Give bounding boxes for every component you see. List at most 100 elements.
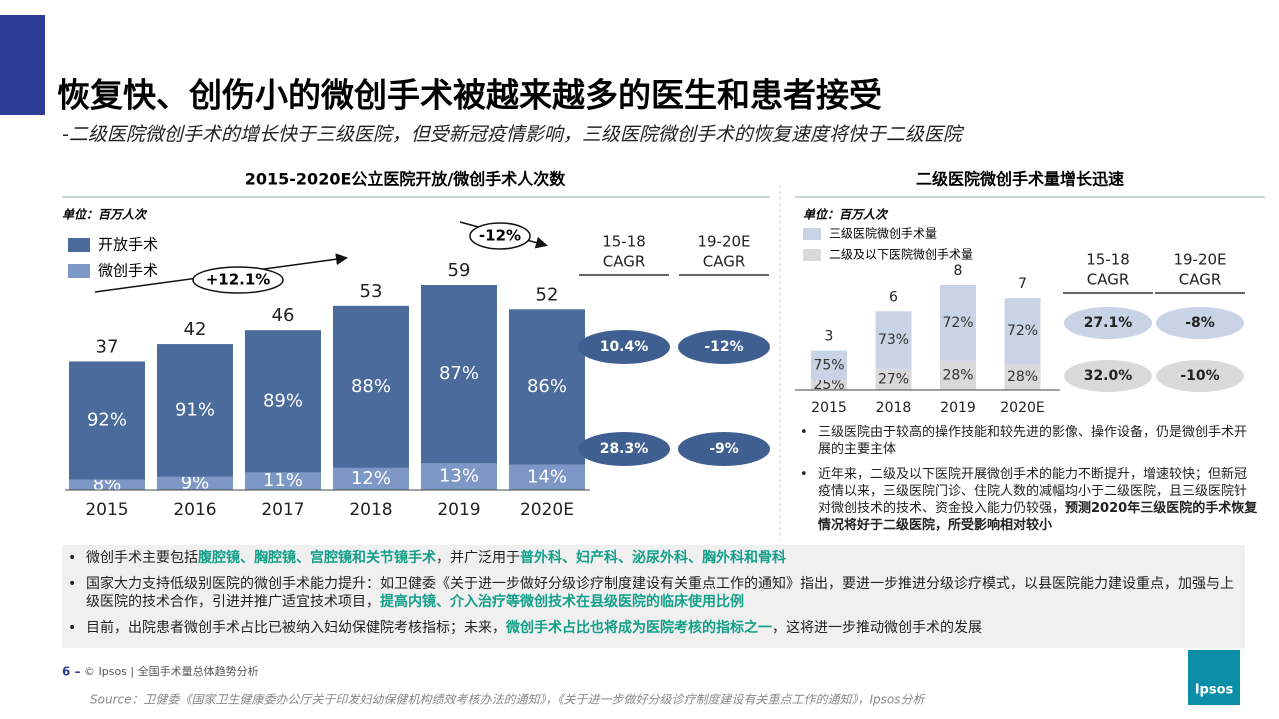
cagr-oval: [678, 432, 770, 466]
x-tick-label: 2018: [876, 400, 912, 416]
cagr-oval: [1156, 307, 1244, 339]
cagr-oval: [678, 330, 770, 364]
cagr-oval: [1064, 360, 1152, 392]
bar-segment: [875, 311, 912, 369]
right-notes: 三级医院由于较高的操作技能和较先进的影像、操作设备，仍是微创手术开展的主要主体近…: [800, 424, 1258, 542]
cagr-value: 32.0%: [1084, 368, 1133, 384]
segment-label: 89%: [263, 390, 303, 411]
legend-label: 三级医院微创手术量: [829, 227, 937, 241]
segment-label: 9%: [181, 472, 210, 493]
segment-label: 28%: [1007, 369, 1038, 385]
segment-label: 72%: [1007, 323, 1038, 339]
bullet-text: 提高内镜、介入治疗等微创技术在县级医院的临床使用比例: [380, 594, 744, 610]
cagr-oval: [1064, 307, 1152, 339]
bar-segment: [421, 285, 497, 464]
cagr-value: -12%: [704, 339, 743, 355]
bullet-text: 国家大力支持低级别医院的微创手术能力提升：如卫健委《关于进一步做好分级诊疗制度建…: [86, 576, 1234, 610]
bar-segment: [1004, 298, 1041, 365]
segment-label: 13%: [439, 466, 479, 487]
legend-swatch: [68, 264, 90, 278]
cagr-value: 10.4%: [600, 339, 649, 355]
total-label: 37: [96, 336, 119, 357]
bar-segment: [69, 361, 145, 480]
segment-label: 86%: [527, 376, 567, 397]
bar-segment: [875, 368, 912, 390]
bar-segment: [245, 472, 321, 490]
bullet-text: ，并广泛用于: [436, 550, 520, 566]
x-tick-label: 2019: [437, 500, 480, 520]
total-label: 59: [448, 260, 471, 281]
bullet-text: 预测2020年三级医院的手术恢复情况将好于二级医院，所受影响相对较小: [818, 501, 1258, 533]
total-label: 6: [889, 289, 898, 305]
bullet-text: 腹腔镜、胸腔镜、宫腔镜和关节镜手术: [198, 550, 436, 566]
cagr-header: 19-20E: [1173, 251, 1226, 269]
cagr-value: 27.1%: [1084, 315, 1133, 331]
bar-segment: [940, 285, 976, 361]
segment-label: 88%: [351, 376, 391, 397]
segment-label: 25%: [813, 377, 844, 393]
legend-label: 微创手术: [98, 262, 158, 280]
logo: [1188, 650, 1240, 705]
unit-label: 单位：百万人次: [803, 208, 889, 222]
cagr-value: 28.3%: [600, 441, 649, 457]
x-tick-label: 2015: [811, 400, 847, 416]
segment-label: 72%: [942, 315, 973, 331]
bullet: 微创手术主要包括腹腔镜、胸腔镜、宫腔镜和关节镜手术，并广泛用于普外科、妇产科、泌…: [68, 549, 1238, 567]
bullet: 国家大力支持低级别医院的微创手术能力提升：如卫健委《关于进一步做好分级诊疗制度建…: [68, 575, 1238, 611]
segment-label: 14%: [527, 466, 567, 487]
logo-text: Ipsos: [1195, 683, 1234, 698]
segment-label: 28%: [942, 367, 973, 383]
cagr-oval: [578, 330, 670, 364]
cagr-value: -10%: [1180, 368, 1219, 384]
total-label: 53: [360, 281, 383, 302]
legend-swatch: [803, 228, 821, 240]
legend-swatch: [803, 249, 821, 261]
segment-label: 11%: [263, 470, 303, 491]
x-tick-label: 2015: [85, 500, 128, 520]
title: 恢复快、创伤小的微创手术被越来越多的医生和患者接受: [57, 76, 882, 115]
segment-label: 27%: [878, 371, 909, 387]
bar-segment: [940, 360, 976, 390]
source: Source：卫健委《国家卫生健康委办公厅关于印发妇幼保健机构绩效考核办法的通知…: [90, 693, 926, 707]
segment-label: 75%: [813, 357, 844, 373]
x-tick-label: 2016: [173, 500, 216, 520]
bullet: 目前，出院患者微创手术占比已被纳入妇幼保健院考核指标；未来，微创手术占比也将成为…: [68, 619, 1238, 637]
footer-text: © Ipsos | 全国手术量总体趋势分析: [84, 664, 259, 678]
bullet-text: 微创手术主要包括: [86, 550, 198, 566]
bullet-text: 微创手术占比也将成为医院考核的指标之一: [506, 620, 772, 636]
bar-segment: [69, 479, 145, 490]
cagr-value: -8%: [1185, 315, 1215, 331]
legend-swatch: [68, 238, 90, 252]
segment-label: 92%: [87, 410, 127, 431]
bullets: 微创手术主要包括腹腔镜、胸腔镜、宫腔镜和关节镜手术，并广泛用于普外科、妇产科、泌…: [68, 549, 1238, 645]
cagr-oval: [578, 432, 670, 466]
cagr-header: CAGR: [1179, 271, 1222, 289]
segment-label: 73%: [878, 332, 909, 348]
bar-segment: [421, 463, 497, 490]
bar-segment: [509, 464, 585, 490]
annotation: -12%: [479, 227, 521, 245]
bar-segment: [811, 350, 847, 381]
bullet: 三级医院由于较高的操作技能和较先进的影像、操作设备，仍是微创手术开展的主要主体: [800, 424, 1258, 458]
bar-segment: [1004, 364, 1041, 390]
x-tick-label: 2020E: [1000, 400, 1044, 416]
bullet: 近年来，二级及以下医院开展微创手术的能力不断提升，增速较快；但新冠疫情以来，三级…: [800, 466, 1258, 534]
segment-label: 91%: [175, 399, 215, 420]
bar-segment: [245, 330, 321, 473]
legend-label: 开放手术: [98, 236, 158, 254]
page-number: 6 –: [62, 665, 81, 679]
cagr-header: CAGR: [603, 253, 646, 271]
bar-segment: [157, 344, 233, 477]
x-tick-label: 2020E: [520, 500, 574, 520]
chart-title: 2015-2020E公立医院开放/微创手术人次数: [245, 170, 566, 189]
annotation-oval: [469, 222, 531, 250]
bar-segment: [333, 305, 409, 468]
legend-label: 二级及以下医院微创手术量: [829, 248, 973, 262]
chart-title: 二级医院微创手术量增长迅速: [916, 170, 1124, 189]
segment-label: 12%: [351, 468, 391, 489]
bullet-text: 目前，出院患者微创手术占比已被纳入妇幼保健院考核指标；未来，: [86, 620, 506, 636]
x-tick-label: 2018: [349, 500, 392, 520]
total-label: 46: [272, 305, 295, 326]
segment-label: 87%: [439, 363, 479, 384]
bullet-text: 近年来，二级及以下医院开展微创手术的能力不断提升，增速较快；但新冠疫情以来，三级…: [818, 467, 1248, 516]
